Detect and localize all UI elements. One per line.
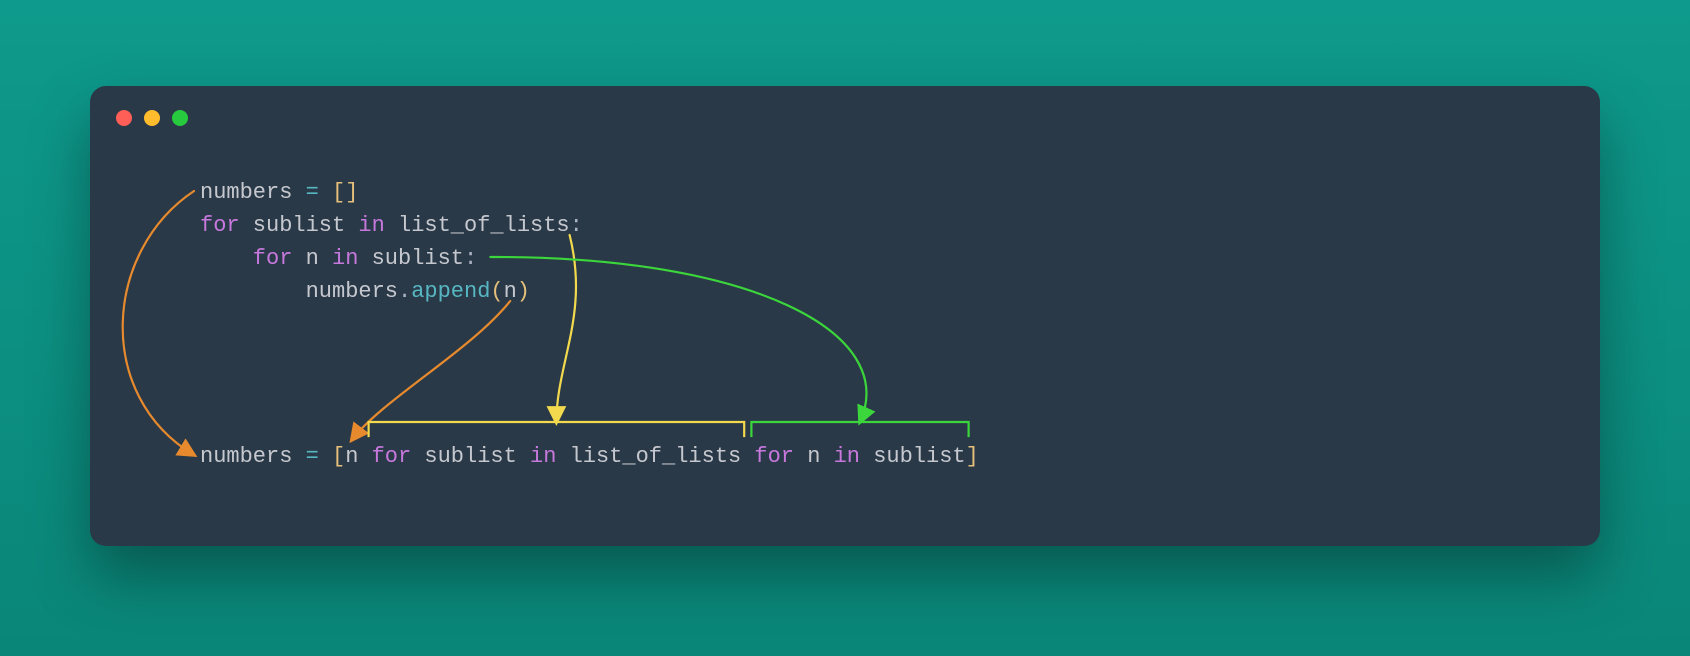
code-token: n [306,246,319,271]
code-area: numbers = [] for sublist in list_of_lists… [90,86,1600,546]
code-token: in [358,213,384,238]
code-token: numbers [200,180,292,205]
code-token [319,444,332,469]
code-token: [ [332,444,345,469]
code-token: list_of_lists [570,444,742,469]
code-token: for [372,444,412,469]
code-token: in [530,444,556,469]
code-token: for [754,444,794,469]
code-token: ) [517,279,530,304]
code-token: sublist [424,444,516,469]
code-token: numbers [306,279,398,304]
code-token: sublist [253,213,345,238]
code-token [358,246,371,271]
code-token: append [411,279,490,304]
code-token: ] [966,444,979,469]
code-token [741,444,754,469]
code-token [860,444,873,469]
code-token [292,444,305,469]
code-token [292,246,305,271]
code-token: : [570,213,583,238]
code-token: ] [345,180,358,205]
canvas: numbers = [] for sublist in list_of_lists… [0,0,1690,656]
code-token [240,213,253,238]
code-token: in [332,246,358,271]
code-token [345,213,358,238]
code-token [292,180,305,205]
code-token: n [345,444,358,469]
code-token: sublist [372,246,464,271]
code-token: for [253,246,293,271]
code-token: n [807,444,820,469]
code-token [385,213,398,238]
code-token [820,444,833,469]
code-token: in [834,444,860,469]
code-token: [ [332,180,345,205]
code-token: = [306,444,319,469]
code-token: : [464,246,477,271]
code-token: ( [490,279,503,304]
code-window: numbers = [] for sublist in list_of_lists… [90,86,1600,546]
code-token: = [306,180,319,205]
code-token [517,444,530,469]
code-token: . [398,279,411,304]
code-token: sublist [873,444,965,469]
code-token [358,444,371,469]
code-token: for [200,213,240,238]
code-token: n [504,279,517,304]
code-token [411,444,424,469]
code-token: numbers [200,444,292,469]
code-token [794,444,807,469]
code-token [319,180,332,205]
code-token [556,444,569,469]
code-token: list_of_lists [398,213,570,238]
code-token [319,246,332,271]
